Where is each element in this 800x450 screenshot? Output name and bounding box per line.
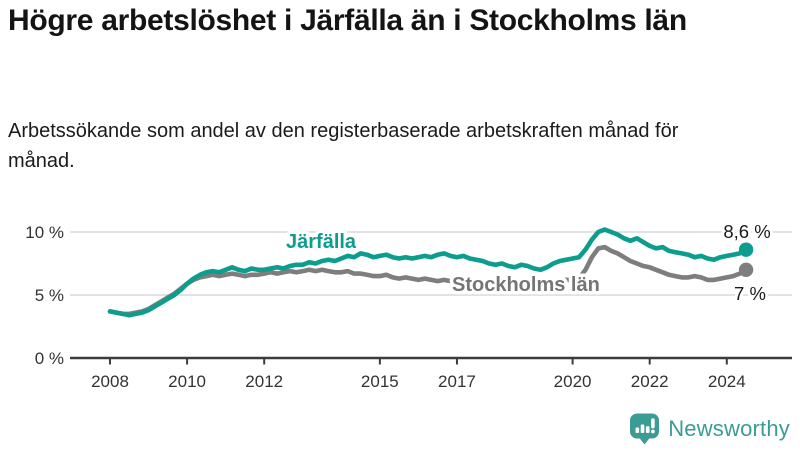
series-end-dot [738,262,754,277]
x-tick-label: 2020 [554,372,592,391]
newsworthy-branding: Newsworthy [628,412,790,446]
x-tick-label: 2008 [91,372,129,391]
series-line-j-rf-lla [107,227,749,318]
x-tick-label: 2010 [168,372,206,391]
chart-title: Högre arbetslöshet i Järfälla än i Stock… [8,4,687,37]
series-label-jarfalla: Järfälla [286,231,357,253]
chart-subtitle: Arbetssökande som andel av den registerb… [8,120,679,172]
x-tick-label: 2012 [245,372,283,391]
series-end-value-label: 7 % [734,283,766,304]
y-tick-label: 0 % [35,349,64,368]
series-end-value-label: 8,6 % [723,221,770,242]
x-tick-label: 2024 [708,372,746,391]
branding-name: Newsworthy [668,416,790,441]
x-tick-label: 2015 [361,372,399,391]
series-label-stockholms-lan: Stockholms län [452,274,600,296]
line-chart: 0 % 5 % 10 % 2008 2010 2012 2015 2017 2020 2022 20… [25,218,792,391]
x-tick-label: 2022 [631,372,669,391]
y-tick-label: 5 % [35,286,64,305]
series-end-dot [738,242,754,257]
y-tick-label: 10 % [25,223,64,242]
series-line-stockholms-l-n [107,244,749,317]
bar-chart-bubble-icon [630,413,660,445]
x-tick-label: 2017 [438,372,476,391]
